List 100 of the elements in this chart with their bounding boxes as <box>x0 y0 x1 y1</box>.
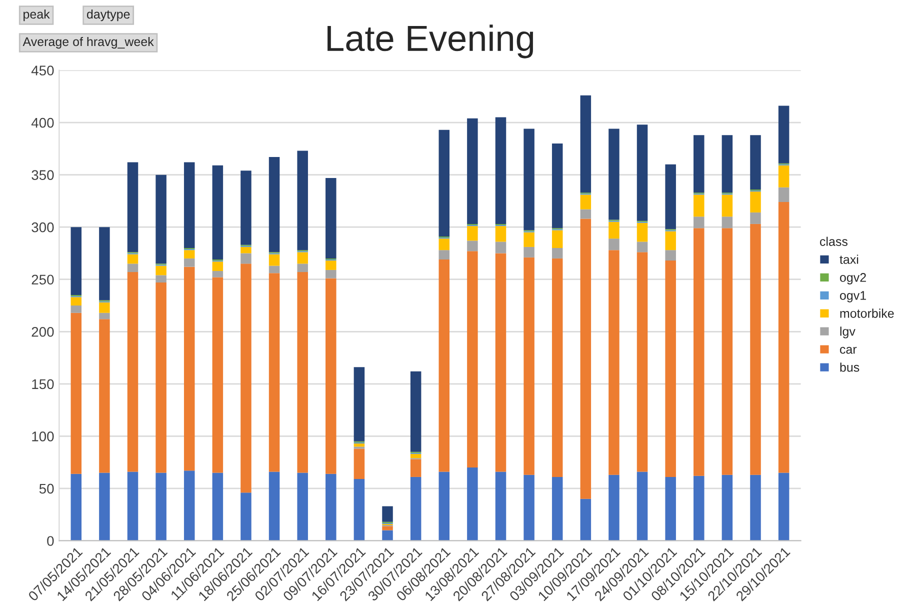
bar <box>722 194 733 217</box>
bar <box>524 474 534 541</box>
bar <box>467 468 478 541</box>
bar <box>184 250 195 258</box>
bar <box>156 282 166 473</box>
bar <box>636 472 648 541</box>
bar <box>297 150 308 250</box>
bar <box>326 260 336 270</box>
legend-label: ogv2 <box>840 273 866 284</box>
bar <box>297 472 308 541</box>
chart-title: Late Evening <box>328 24 534 58</box>
bar <box>665 250 676 261</box>
bar <box>665 164 676 230</box>
bar <box>524 128 534 230</box>
bar <box>184 258 195 267</box>
bar <box>467 240 478 252</box>
bar <box>410 371 422 452</box>
bar <box>608 238 620 250</box>
bar <box>240 170 252 245</box>
bar <box>127 254 138 264</box>
bar <box>750 474 761 541</box>
bar <box>495 253 506 472</box>
bar <box>127 472 138 541</box>
text: peak <box>24 9 50 22</box>
y-tick-label: 150 <box>32 379 54 390</box>
bar <box>552 258 563 477</box>
bar <box>694 476 704 541</box>
bar <box>608 250 620 475</box>
legend-title: class <box>820 236 848 246</box>
legend-label: lgv <box>840 326 856 338</box>
bar <box>326 270 336 278</box>
bar <box>778 165 790 188</box>
bar <box>240 264 252 493</box>
bar <box>665 231 676 250</box>
bar <box>212 472 224 541</box>
bar <box>268 254 280 266</box>
y-tick-label: 400 <box>31 118 54 128</box>
bar <box>156 174 166 264</box>
bar <box>580 218 592 499</box>
y-tick-label: 300 <box>32 222 54 232</box>
bar <box>608 128 620 220</box>
bar <box>99 319 110 473</box>
bar <box>212 262 224 271</box>
bar <box>70 297 82 306</box>
y-tick-label: 350 <box>32 170 54 180</box>
legend-label: motorbike <box>840 308 894 318</box>
bar <box>750 135 761 190</box>
bar <box>212 271 224 278</box>
bar <box>354 444 365 447</box>
bar <box>240 246 252 254</box>
bar <box>467 226 478 241</box>
bar <box>326 178 336 258</box>
bar <box>580 95 592 193</box>
bar <box>354 367 365 442</box>
bar <box>297 264 308 272</box>
bar <box>552 230 563 248</box>
bar <box>127 264 138 272</box>
bar <box>750 224 761 475</box>
bar <box>184 266 195 471</box>
bar <box>70 227 82 296</box>
bar <box>410 454 422 458</box>
bar <box>70 474 82 541</box>
bar <box>467 251 478 468</box>
bar <box>212 165 224 260</box>
bar <box>694 194 704 217</box>
bar <box>495 242 506 254</box>
bar <box>268 273 280 472</box>
bar <box>99 472 110 541</box>
y-tick-label: 100 <box>32 432 54 442</box>
bar <box>552 476 563 541</box>
bar <box>212 277 224 473</box>
bar <box>438 238 450 250</box>
bar <box>750 192 761 212</box>
bar <box>778 472 790 541</box>
bar <box>127 162 138 252</box>
bar <box>438 472 450 541</box>
bar <box>70 306 82 313</box>
bar <box>326 474 336 541</box>
bar <box>156 472 166 541</box>
bar <box>184 470 195 541</box>
bar <box>665 476 676 541</box>
bar <box>99 312 110 320</box>
bar <box>694 228 704 476</box>
bar <box>580 194 592 210</box>
bar <box>410 459 422 477</box>
legend-label: car <box>840 346 857 354</box>
bar <box>580 498 592 541</box>
bar <box>552 248 563 258</box>
bar <box>524 257 534 475</box>
bar <box>184 162 195 248</box>
bar <box>382 526 393 530</box>
bar <box>694 135 704 193</box>
bar <box>382 506 393 522</box>
bar <box>99 302 110 313</box>
bar <box>438 130 450 236</box>
bar <box>410 476 422 541</box>
bar <box>694 216 704 228</box>
bar <box>778 106 790 164</box>
bar <box>382 530 393 541</box>
bar <box>580 209 592 219</box>
